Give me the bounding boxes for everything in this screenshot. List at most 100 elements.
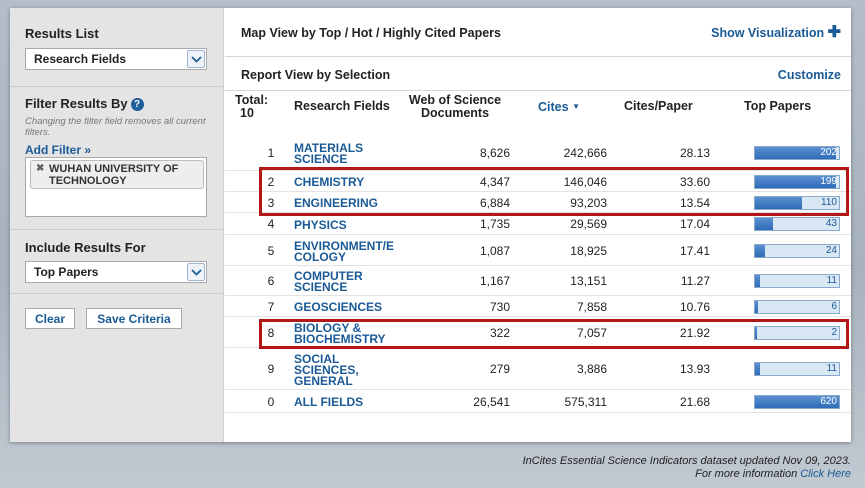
research-field-link[interactable]: GEOSCIENCES <box>294 301 382 313</box>
top-papers-bar[interactable]: 43 <box>754 217 840 231</box>
top-papers-bar[interactable]: 11 <box>754 362 840 376</box>
filter-heading-label: Filter Results By <box>25 96 128 111</box>
table-row: 9 SOCIAL SCIENCES, GENERAL 279 3,886 13.93 11 <box>225 348 851 390</box>
research-field-label: CHEMISTRY <box>294 175 365 189</box>
cites-value: 7,057 <box>576 325 607 340</box>
cites-value: 242,666 <box>563 146 607 160</box>
add-filter-link[interactable]: Add Filter » <box>25 143 92 157</box>
column-header-wos-documents-line1: Web of Science <box>408 93 502 107</box>
wos-documents-value: 322 <box>489 325 510 340</box>
top-papers-value: 2 <box>831 326 837 338</box>
research-field-label: GENERAL <box>294 374 353 388</box>
research-field-label: SCIENCE <box>294 280 348 294</box>
top-papers-bar[interactable]: 202 <box>754 146 840 160</box>
research-field-label: MATERIALS <box>294 141 364 155</box>
research-field-link[interactable]: CHEMISTRY <box>294 175 365 189</box>
column-header-research-fields[interactable]: Research Fields <box>294 99 390 113</box>
cites-value: 93,203 <box>570 195 607 210</box>
top-papers-bar-fill <box>755 218 773 230</box>
customize-link[interactable]: Customize <box>777 68 841 82</box>
row-rank: 9 <box>267 362 275 376</box>
main-content: Map View by Top / Hot / Highly Cited Pap… <box>225 8 851 442</box>
plus-icon: ✚ <box>827 24 841 41</box>
results-list-heading: Results List <box>25 26 99 41</box>
cites-value: 18,925 <box>570 243 607 258</box>
include-results-select[interactable]: Top Papers <box>25 261 207 283</box>
remove-filter-icon[interactable]: ✖ <box>36 163 45 174</box>
research-field-label: SCIENCES, <box>294 363 359 377</box>
section-divider <box>225 56 851 57</box>
row-separator <box>225 265 851 266</box>
top-papers-bar[interactable]: 620 <box>754 394 840 409</box>
wos-documents-value: 6,884 <box>479 195 510 210</box>
more-info-label: For more information <box>695 468 798 480</box>
highlight-box <box>259 167 849 216</box>
row-rank: 2 <box>267 174 275 189</box>
clear-button[interactable]: Clear <box>25 308 75 329</box>
main-panel: Results List Research Fields Filter Resu… <box>10 8 851 442</box>
row-separator <box>225 389 851 390</box>
cites-per-paper-value: 28.13 <box>679 146 710 160</box>
cites-per-paper-value: 13.54 <box>679 195 710 210</box>
cites-value: 7,858 <box>576 299 607 314</box>
research-field-label: BIOLOGY & <box>294 321 362 335</box>
show-visualization-link[interactable]: Show Visualization ✚ <box>711 24 841 41</box>
chevron-down-icon[interactable] <box>187 263 205 281</box>
help-icon[interactable]: ? <box>130 98 144 111</box>
column-header-wos-documents[interactable]: Web of Science Documents <box>407 94 503 120</box>
research-field-label: ALL FIELDS <box>294 395 364 409</box>
top-papers-bar[interactable]: 110 <box>754 195 840 210</box>
filter-heading: Filter Results By? <box>25 96 144 111</box>
column-header-cites[interactable]: Cites ▼ <box>538 100 580 114</box>
research-field-link[interactable]: BIOLOGY & BIOCHEMISTRY <box>294 321 386 346</box>
top-papers-bar-fill <box>755 395 839 408</box>
research-field-link[interactable]: PHYSICS <box>294 219 347 231</box>
total-count: Total: 10 <box>235 94 268 120</box>
top-papers-bar-fill <box>755 196 802 209</box>
top-papers-bar[interactable]: 6 <box>754 299 840 314</box>
research-field-link[interactable]: SOCIAL SCIENCES, GENERAL <box>294 352 359 388</box>
research-field-link[interactable]: ENVIRONMENT/E COLOGY <box>294 240 394 263</box>
click-here-link[interactable]: Click Here <box>800 468 851 480</box>
top-papers-value: 620 <box>820 395 837 407</box>
top-papers-value: 11 <box>826 363 837 374</box>
top-papers-bar[interactable]: 199 <box>754 174 840 189</box>
table-row: 7 GEOSCIENCES 730 7,858 10.76 6 <box>225 296 851 317</box>
filter-hint: Changing the filter field removes all cu… <box>25 116 206 138</box>
results-list-select[interactable]: Research Fields <box>25 48 207 70</box>
save-criteria-button[interactable]: Save Criteria <box>86 308 182 329</box>
research-field-link[interactable]: ENGINEERING <box>294 196 379 210</box>
top-papers-value: 11 <box>826 275 837 286</box>
research-field-link[interactable]: MATERIALS SCIENCE <box>294 141 364 165</box>
cites-value: 575,311 <box>564 394 608 409</box>
top-papers-value: 6 <box>831 300 837 312</box>
cites-per-paper-value: 13.93 <box>679 362 710 376</box>
top-papers-bar[interactable]: 11 <box>754 274 840 288</box>
top-papers-bar-fill <box>755 275 760 287</box>
wos-documents-value: 1,735 <box>479 217 510 231</box>
row-separator <box>225 412 851 413</box>
top-papers-bar[interactable]: 2 <box>754 325 840 340</box>
more-info-line: For more information Click Here <box>523 468 851 481</box>
column-header-top-papers[interactable]: Top Papers <box>744 99 812 113</box>
top-papers-bar-fill <box>755 147 836 159</box>
top-papers-bar-fill <box>755 300 758 313</box>
research-field-label: ENGINEERING <box>294 196 379 210</box>
column-header-wos-documents-line2: Documents <box>420 106 490 120</box>
research-field-label: BIOCHEMISTRY <box>294 332 386 346</box>
table-row: 0 ALL FIELDS 26,541 575,311 21.68 620 <box>225 390 851 413</box>
research-field-link[interactable]: COMPUTER SCIENCE <box>294 270 363 294</box>
sort-desc-icon: ▼ <box>572 102 580 111</box>
section-divider <box>225 90 851 91</box>
research-field-label: SOCIAL <box>294 352 340 366</box>
top-papers-value: 202 <box>820 147 837 158</box>
row-rank: 5 <box>267 243 275 258</box>
column-header-cites-per-paper[interactable]: Cites/Paper <box>624 99 693 113</box>
research-field-link[interactable]: ALL FIELDS <box>294 395 364 409</box>
top-papers-bar-fill <box>755 244 765 257</box>
row-rank: 4 <box>267 217 275 231</box>
top-papers-bar[interactable]: 24 <box>754 243 840 258</box>
top-papers-bar-fill <box>755 326 757 339</box>
top-papers-value: 110 <box>821 196 837 208</box>
chevron-down-icon[interactable] <box>187 50 205 68</box>
